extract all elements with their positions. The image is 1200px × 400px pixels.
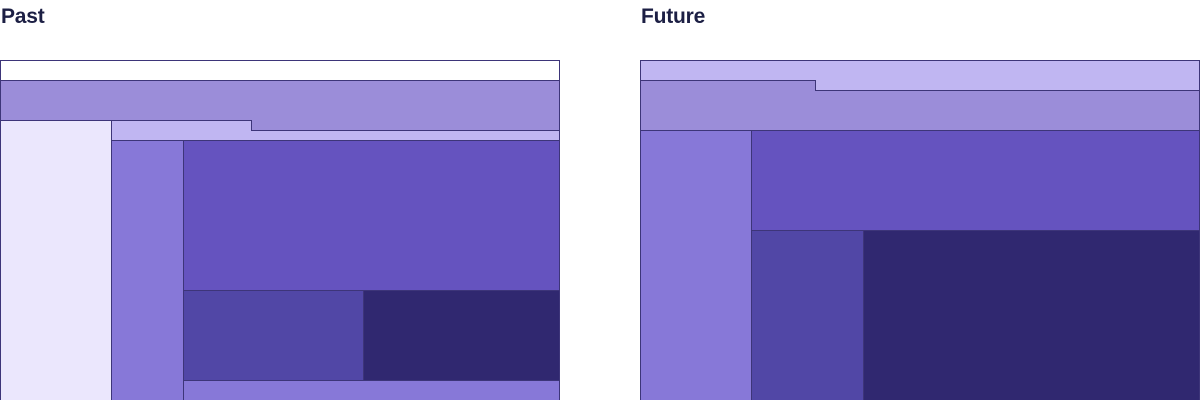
past-layout xyxy=(0,60,560,400)
past-heading: Past xyxy=(1,5,45,28)
future-layout xyxy=(640,60,1200,400)
future-lower-left-panel xyxy=(751,230,864,400)
past-nav-column xyxy=(111,140,184,400)
past-status-bar xyxy=(183,380,560,400)
past-lower-right-panel xyxy=(363,290,560,381)
past-main-panel xyxy=(183,140,560,291)
future-heading: Future xyxy=(641,5,706,28)
future-main-panel xyxy=(751,130,1200,231)
future-nav-column xyxy=(640,130,752,400)
past-lower-left-panel xyxy=(183,290,364,381)
past-top-bar xyxy=(0,60,560,81)
future-lower-right-panel xyxy=(863,230,1200,400)
past-left-sidebar xyxy=(0,120,112,400)
